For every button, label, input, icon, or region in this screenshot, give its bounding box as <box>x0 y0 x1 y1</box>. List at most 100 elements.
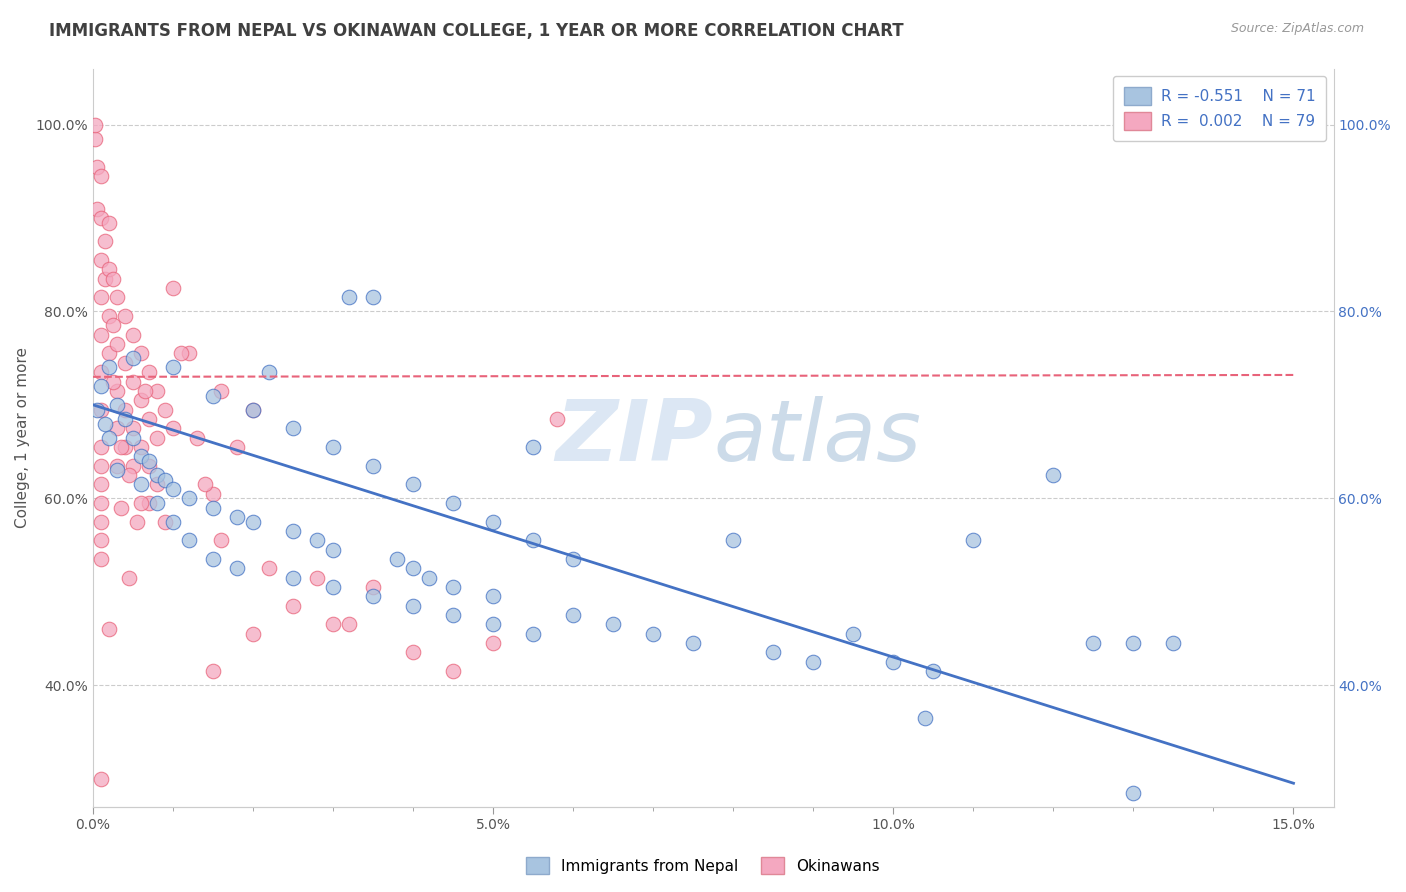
Point <box>482 590 505 604</box>
Point <box>90 327 112 342</box>
Point <box>482 636 505 650</box>
Point <box>162 421 184 435</box>
Point <box>1122 636 1144 650</box>
Point <box>226 510 249 524</box>
Point <box>842 626 865 640</box>
Point <box>441 496 464 510</box>
Point <box>546 412 568 426</box>
Point <box>138 412 160 426</box>
Point <box>146 431 169 445</box>
Point <box>129 440 152 454</box>
Y-axis label: College, 1 year or more: College, 1 year or more <box>15 347 30 528</box>
Point <box>602 617 624 632</box>
Text: IMMIGRANTS FROM NEPAL VS OKINAWAN COLLEGE, 1 YEAR OR MORE CORRELATION CHART: IMMIGRANTS FROM NEPAL VS OKINAWAN COLLEG… <box>49 22 904 40</box>
Point <box>146 467 169 482</box>
Point <box>105 421 128 435</box>
Point <box>177 346 200 360</box>
Point <box>105 398 128 412</box>
Point <box>90 169 112 183</box>
Point <box>562 608 585 623</box>
Point <box>114 356 136 370</box>
Point <box>122 421 145 435</box>
Point <box>98 431 121 445</box>
Point <box>242 515 264 529</box>
Point <box>98 622 121 636</box>
Point <box>307 571 329 585</box>
Point <box>105 458 128 473</box>
Point <box>194 477 217 491</box>
Point <box>90 515 112 529</box>
Point <box>90 402 112 417</box>
Point <box>98 309 121 323</box>
Point <box>209 384 232 398</box>
Point <box>257 561 280 575</box>
Point <box>402 645 425 659</box>
Point <box>281 599 304 613</box>
Point <box>322 542 344 557</box>
Point <box>114 402 136 417</box>
Point <box>361 290 384 304</box>
Point <box>101 271 124 285</box>
Point <box>361 458 384 473</box>
Point <box>83 131 105 145</box>
Point <box>122 431 145 445</box>
Point <box>242 402 264 417</box>
Point <box>138 496 160 510</box>
Point <box>146 384 169 398</box>
Point <box>134 384 156 398</box>
Point <box>162 482 184 496</box>
Point <box>90 379 112 393</box>
Point <box>441 608 464 623</box>
Point <box>202 664 225 678</box>
Point <box>402 599 425 613</box>
Point <box>86 160 108 174</box>
Point <box>101 318 124 333</box>
Point <box>441 580 464 594</box>
Point <box>723 533 745 548</box>
Point <box>202 552 225 566</box>
Point <box>129 496 152 510</box>
Point <box>281 524 304 538</box>
Point <box>146 477 169 491</box>
Point <box>922 664 945 678</box>
Point <box>162 360 184 375</box>
Point <box>202 486 225 500</box>
Point <box>90 211 112 225</box>
Point <box>162 281 184 295</box>
Point <box>361 580 384 594</box>
Point <box>153 473 176 487</box>
Point <box>914 711 936 725</box>
Point <box>482 617 505 632</box>
Point <box>257 365 280 379</box>
Point <box>177 533 200 548</box>
Point <box>105 384 128 398</box>
Point <box>90 365 112 379</box>
Point <box>101 375 124 389</box>
Point <box>90 440 112 454</box>
Legend: R = -0.551    N = 71, R =  0.002    N = 79: R = -0.551 N = 71, R = 0.002 N = 79 <box>1114 76 1326 141</box>
Point <box>153 402 176 417</box>
Point <box>361 590 384 604</box>
Point <box>110 440 132 454</box>
Point <box>153 515 176 529</box>
Point <box>162 515 184 529</box>
Point <box>98 346 121 360</box>
Point <box>643 626 665 640</box>
Text: Source: ZipAtlas.com: Source: ZipAtlas.com <box>1230 22 1364 36</box>
Point <box>209 533 232 548</box>
Point <box>86 402 108 417</box>
Point <box>98 360 121 375</box>
Point <box>129 477 152 491</box>
Point <box>90 477 112 491</box>
Point <box>98 262 121 277</box>
Point <box>86 202 108 216</box>
Point <box>762 645 785 659</box>
Point <box>122 375 145 389</box>
Point <box>402 561 425 575</box>
Point <box>418 571 440 585</box>
Point <box>94 417 117 431</box>
Point <box>522 533 544 548</box>
Point <box>242 402 264 417</box>
Text: atlas: atlas <box>713 396 921 479</box>
Point <box>138 454 160 468</box>
